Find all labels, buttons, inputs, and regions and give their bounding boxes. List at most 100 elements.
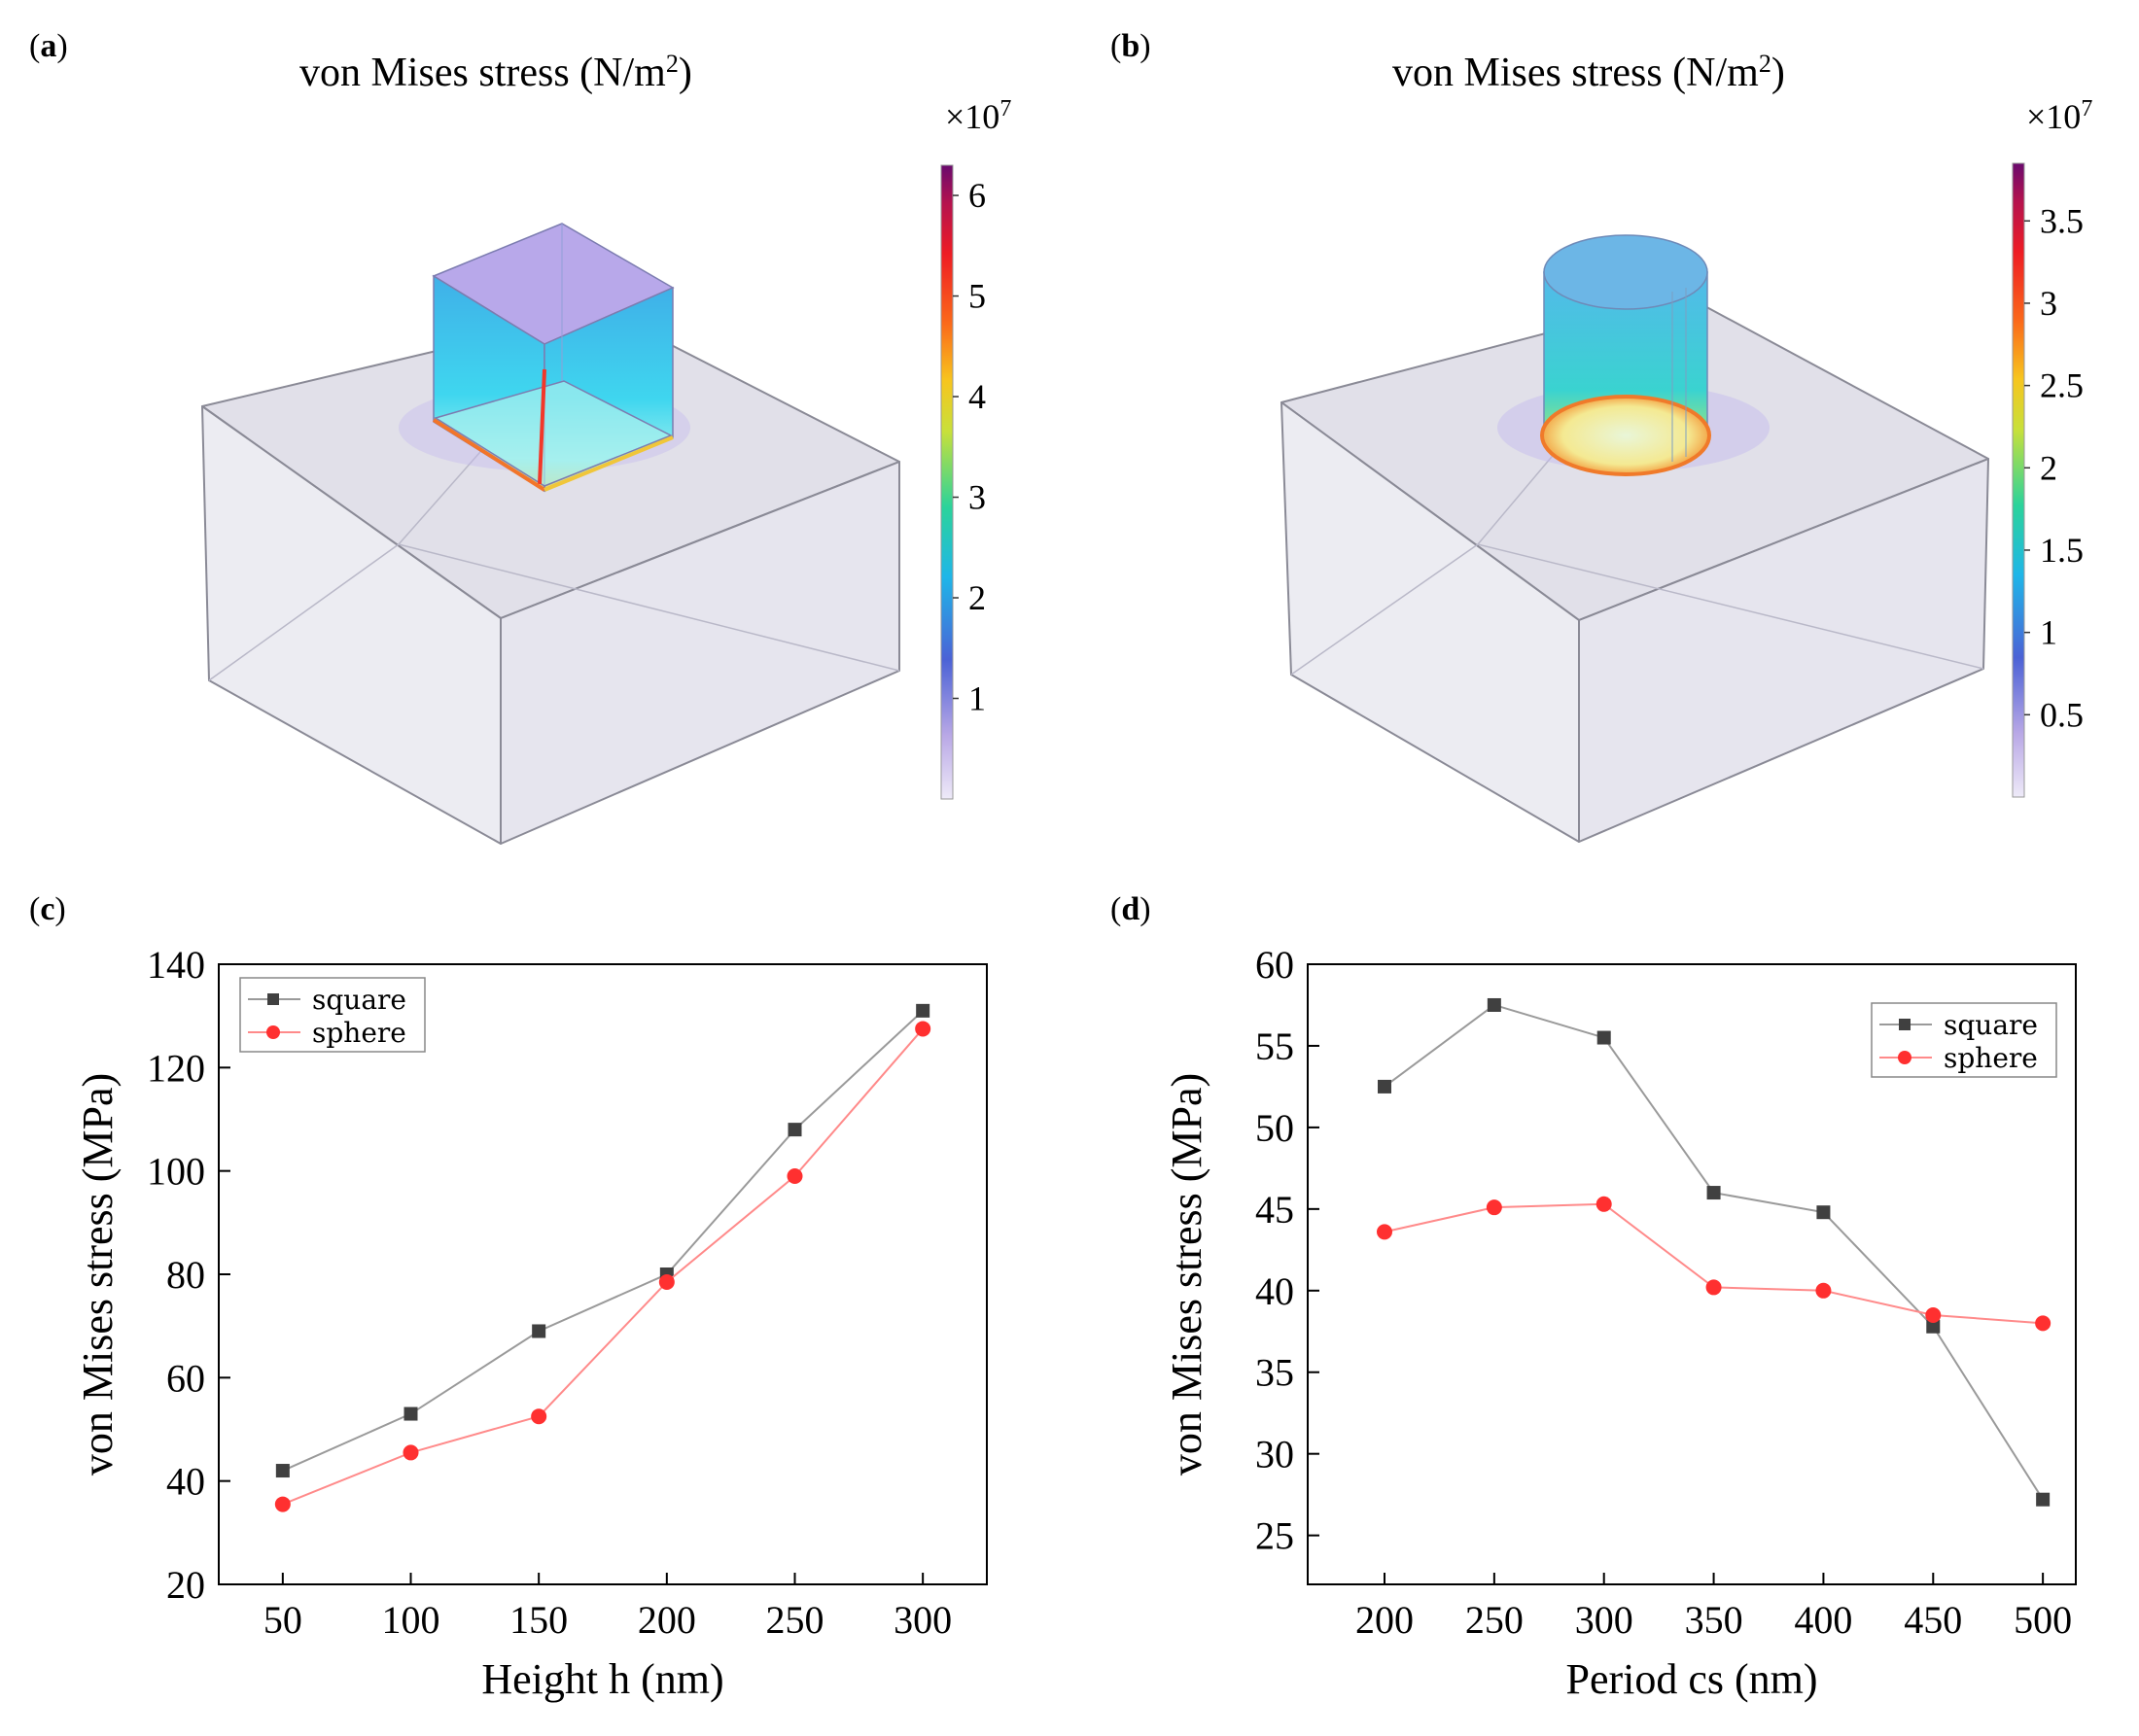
y-axis-label: von Mises stress (MPa)	[74, 1073, 122, 1476]
y-tick-label: 55	[1255, 1024, 1294, 1068]
y-tick-label: 140	[147, 943, 205, 987]
legend-marker-sphere	[1898, 1051, 1911, 1064]
series-line-sphere	[282, 1027, 924, 1506]
legend-box	[239, 977, 426, 1053]
x-tick-label: 200	[638, 1598, 696, 1642]
colorbar-tick-label: 1.5	[2040, 531, 2084, 570]
data-point-sphere	[531, 1408, 547, 1425]
x-tick-label: 300	[1575, 1598, 1633, 1642]
panel-b-colorbar-multiplier: ×107	[2026, 96, 2092, 136]
data-point-square	[1378, 1079, 1391, 1094]
panel-a-title: von Mises stress (N/m2)	[299, 50, 692, 96]
panel-a-colorbar: ×107 1 2 3 4 5 6	[940, 96, 1011, 800]
data-point-sphere	[1486, 1199, 1502, 1216]
panel-b-cylinder-pillar	[1540, 234, 1711, 476]
data-point-sphere	[915, 1021, 931, 1037]
x-tick-label: 50	[263, 1598, 302, 1642]
x-tick-label: 300	[894, 1598, 952, 1642]
plot-frame	[1307, 963, 2077, 1585]
y-tick-label: 80	[166, 1253, 205, 1297]
data-point-sphere	[2035, 1315, 2051, 1332]
data-point-square	[916, 1003, 930, 1018]
colorbar-tick-label: 2.5	[2040, 366, 2084, 405]
x-axis-label: Period cs (nm)	[1565, 1655, 1817, 1703]
colorbar-tick-label: 2	[968, 578, 986, 617]
y-tick-label: 20	[166, 1563, 205, 1607]
chart-d: 200 250 300 350 400 450 500 25 30 35 40 45 50 55 60 Per…	[1163, 943, 2077, 1703]
y-tick-label: 40	[1255, 1269, 1294, 1313]
data-point-square	[1706, 1186, 1721, 1200]
panel-b: (b) von Mises stress (N/m2) ×107 0.5 1 1.5…	[1110, 28, 2092, 843]
data-point-sphere	[787, 1167, 803, 1184]
data-point-sphere	[274, 1496, 291, 1512]
y-tick-label: 100	[147, 1150, 205, 1194]
y-tick-label: 40	[166, 1460, 205, 1504]
data-point-sphere	[1925, 1306, 1942, 1323]
panel-a-colorbar-multiplier: ×107	[945, 96, 1011, 136]
y-tick-label: 50	[1255, 1106, 1294, 1150]
data-point-sphere	[403, 1444, 419, 1461]
x-tick-label: 100	[382, 1598, 440, 1642]
data-point-sphere	[1377, 1224, 1392, 1240]
data-point-square	[403, 1406, 418, 1421]
panel-c-tag: (c)	[29, 891, 66, 927]
y-tick-label: 35	[1255, 1351, 1294, 1395]
x-tick-label: 350	[1685, 1598, 1743, 1642]
data-point-square	[788, 1123, 802, 1137]
y-tick-label: 45	[1255, 1188, 1294, 1232]
legend-label-sphere: sphere	[312, 1017, 406, 1049]
legend-box	[1871, 1002, 2057, 1078]
panel-d-tag: (d)	[1110, 891, 1151, 927]
data-point-sphere	[1595, 1196, 1612, 1212]
colorbar-tick-label: 3.5	[2040, 201, 2084, 240]
legend-label-square: square	[1944, 1009, 2038, 1041]
colorbar-tick-label: 0.5	[2040, 695, 2084, 734]
colorbar-tick-label: 6	[968, 176, 986, 215]
legend-label-sphere: sphere	[1944, 1042, 2038, 1074]
data-point-sphere	[658, 1273, 675, 1290]
y-tick-label: 60	[1255, 943, 1294, 987]
x-tick-label: 250	[766, 1598, 824, 1642]
colorbar-tick-label: 1	[2040, 613, 2057, 652]
panel-a-tag: (a)	[29, 28, 68, 64]
x-axis-label: Height h (nm)	[481, 1655, 723, 1703]
series-line-square	[1384, 1003, 2044, 1501]
data-point-square	[532, 1324, 546, 1338]
x-tick-label: 400	[1794, 1598, 1852, 1642]
x-tick-label: 150	[509, 1598, 568, 1642]
legend-marker-sphere	[266, 1025, 280, 1039]
chart-c: 50 100 150 200 250 300 20 40 60 80 100 120 140 Height…	[74, 943, 988, 1703]
y-tick-label: 60	[166, 1356, 205, 1400]
legend-marker-square	[1899, 1019, 1911, 1030]
panel-a: (a) von Mises stress (N/m2) ×107 1 2 3	[29, 28, 1011, 845]
panel-c: (c) 50 100 150 200 250 300 20 40 60 80 100 120 140 He…	[29, 891, 988, 1703]
y-axis-label: von Mises stress (MPa)	[1163, 1073, 1210, 1476]
y-tick-label: 25	[1255, 1514, 1294, 1558]
data-point-square	[1487, 997, 1501, 1012]
panel-b-title: von Mises stress (N/m2)	[1392, 50, 1785, 96]
data-point-square	[1596, 1030, 1611, 1045]
series-line-square	[282, 1010, 924, 1472]
panel-a-square-pillar	[432, 223, 675, 493]
data-point-square	[275, 1464, 290, 1478]
data-point-square	[1816, 1205, 1831, 1220]
y-tick-label: 120	[147, 1046, 205, 1090]
data-point-square	[2036, 1492, 2051, 1507]
colorbar-tick-label: 4	[968, 377, 986, 416]
colorbar-tick-label: 5	[968, 277, 986, 316]
y-tick-label: 30	[1255, 1433, 1294, 1476]
panel-b-tag: (b)	[1110, 28, 1151, 64]
legend-label-square: square	[312, 984, 406, 1016]
x-tick-label: 200	[1355, 1598, 1414, 1642]
x-tick-label: 450	[1904, 1598, 1962, 1642]
data-point-sphere	[1705, 1279, 1722, 1296]
x-tick-label: 250	[1465, 1598, 1524, 1642]
panel-d: (d) 200 250 300 350 400 450 500 25 30 35 40 45 50 55 6…	[1110, 891, 2077, 1703]
series-line-sphere	[1384, 1202, 2044, 1325]
panel-b-colorbar: ×107 0.5 1 1.5 2 2.5 3 3.5	[2012, 96, 2092, 798]
data-point-sphere	[1815, 1282, 1832, 1299]
legend-marker-square	[267, 993, 279, 1005]
